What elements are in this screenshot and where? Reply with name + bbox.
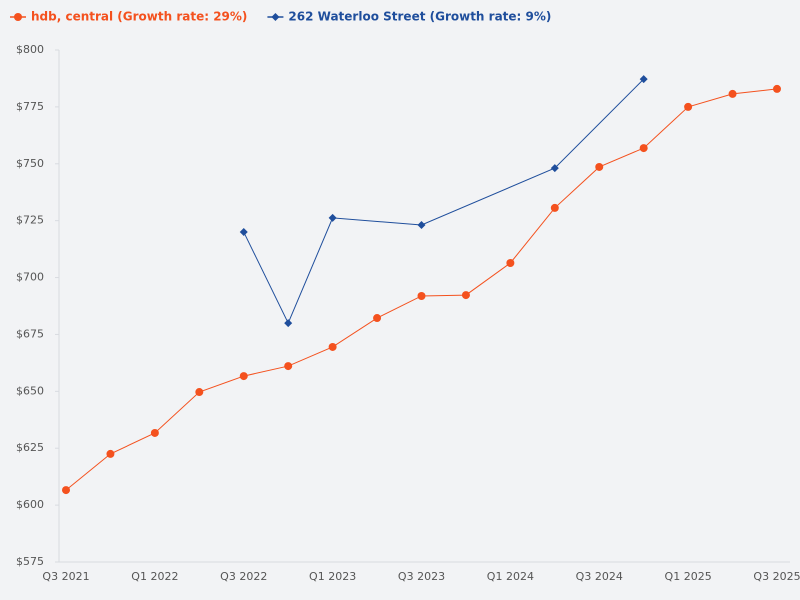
x-tick-label: Q1 2023 bbox=[309, 570, 356, 583]
y-tick-label: $725 bbox=[16, 214, 44, 227]
point bbox=[106, 449, 115, 458]
point bbox=[550, 164, 559, 173]
point bbox=[417, 220, 426, 229]
x-tick-label: Q1 2022 bbox=[131, 570, 178, 583]
x-tick-label: Q1 2024 bbox=[487, 570, 534, 583]
point bbox=[461, 291, 470, 300]
legend-marker bbox=[271, 13, 280, 21]
point bbox=[773, 84, 781, 93]
point bbox=[417, 291, 426, 300]
x-tick-label: Q3 2023 bbox=[398, 570, 445, 583]
series-line bbox=[243, 78, 645, 325]
legend-label: hdb, central (Growth rate: 29%) bbox=[31, 10, 247, 24]
y-tick-label: $650 bbox=[16, 384, 44, 397]
point bbox=[506, 258, 515, 267]
point bbox=[639, 75, 648, 84]
x-tick-label: Q3 2025 bbox=[753, 570, 800, 583]
y-tick-label: $625 bbox=[16, 441, 44, 454]
point bbox=[728, 89, 737, 98]
x-tick-label: Q1 2025 bbox=[665, 570, 712, 583]
point bbox=[550, 203, 559, 212]
point bbox=[239, 372, 248, 381]
point bbox=[328, 213, 337, 222]
point bbox=[328, 342, 337, 351]
point bbox=[595, 162, 604, 171]
legend-label: 262 Waterloo Street (Growth rate: 9%) bbox=[288, 10, 551, 24]
point bbox=[284, 319, 293, 328]
legend-marker bbox=[14, 13, 22, 21]
y-tick-label: $800 bbox=[16, 43, 44, 56]
point bbox=[239, 228, 248, 237]
x-tick-label: Q3 2021 bbox=[42, 570, 89, 583]
y-tick-label: $750 bbox=[16, 157, 44, 170]
point bbox=[284, 362, 293, 371]
y-tick-label: $675 bbox=[16, 327, 44, 340]
point bbox=[373, 314, 382, 323]
point bbox=[150, 428, 159, 437]
y-tick-label: $600 bbox=[16, 498, 44, 511]
x-tick-label: Q3 2024 bbox=[576, 570, 623, 583]
point bbox=[195, 388, 204, 397]
point bbox=[684, 102, 693, 111]
point bbox=[62, 486, 70, 495]
y-tick-label: $575 bbox=[16, 555, 44, 568]
series-line bbox=[65, 88, 778, 491]
x-tick-label: Q3 2022 bbox=[220, 570, 267, 583]
y-tick-label: $700 bbox=[16, 271, 44, 284]
point bbox=[639, 144, 648, 153]
y-tick-label: $775 bbox=[16, 100, 44, 113]
